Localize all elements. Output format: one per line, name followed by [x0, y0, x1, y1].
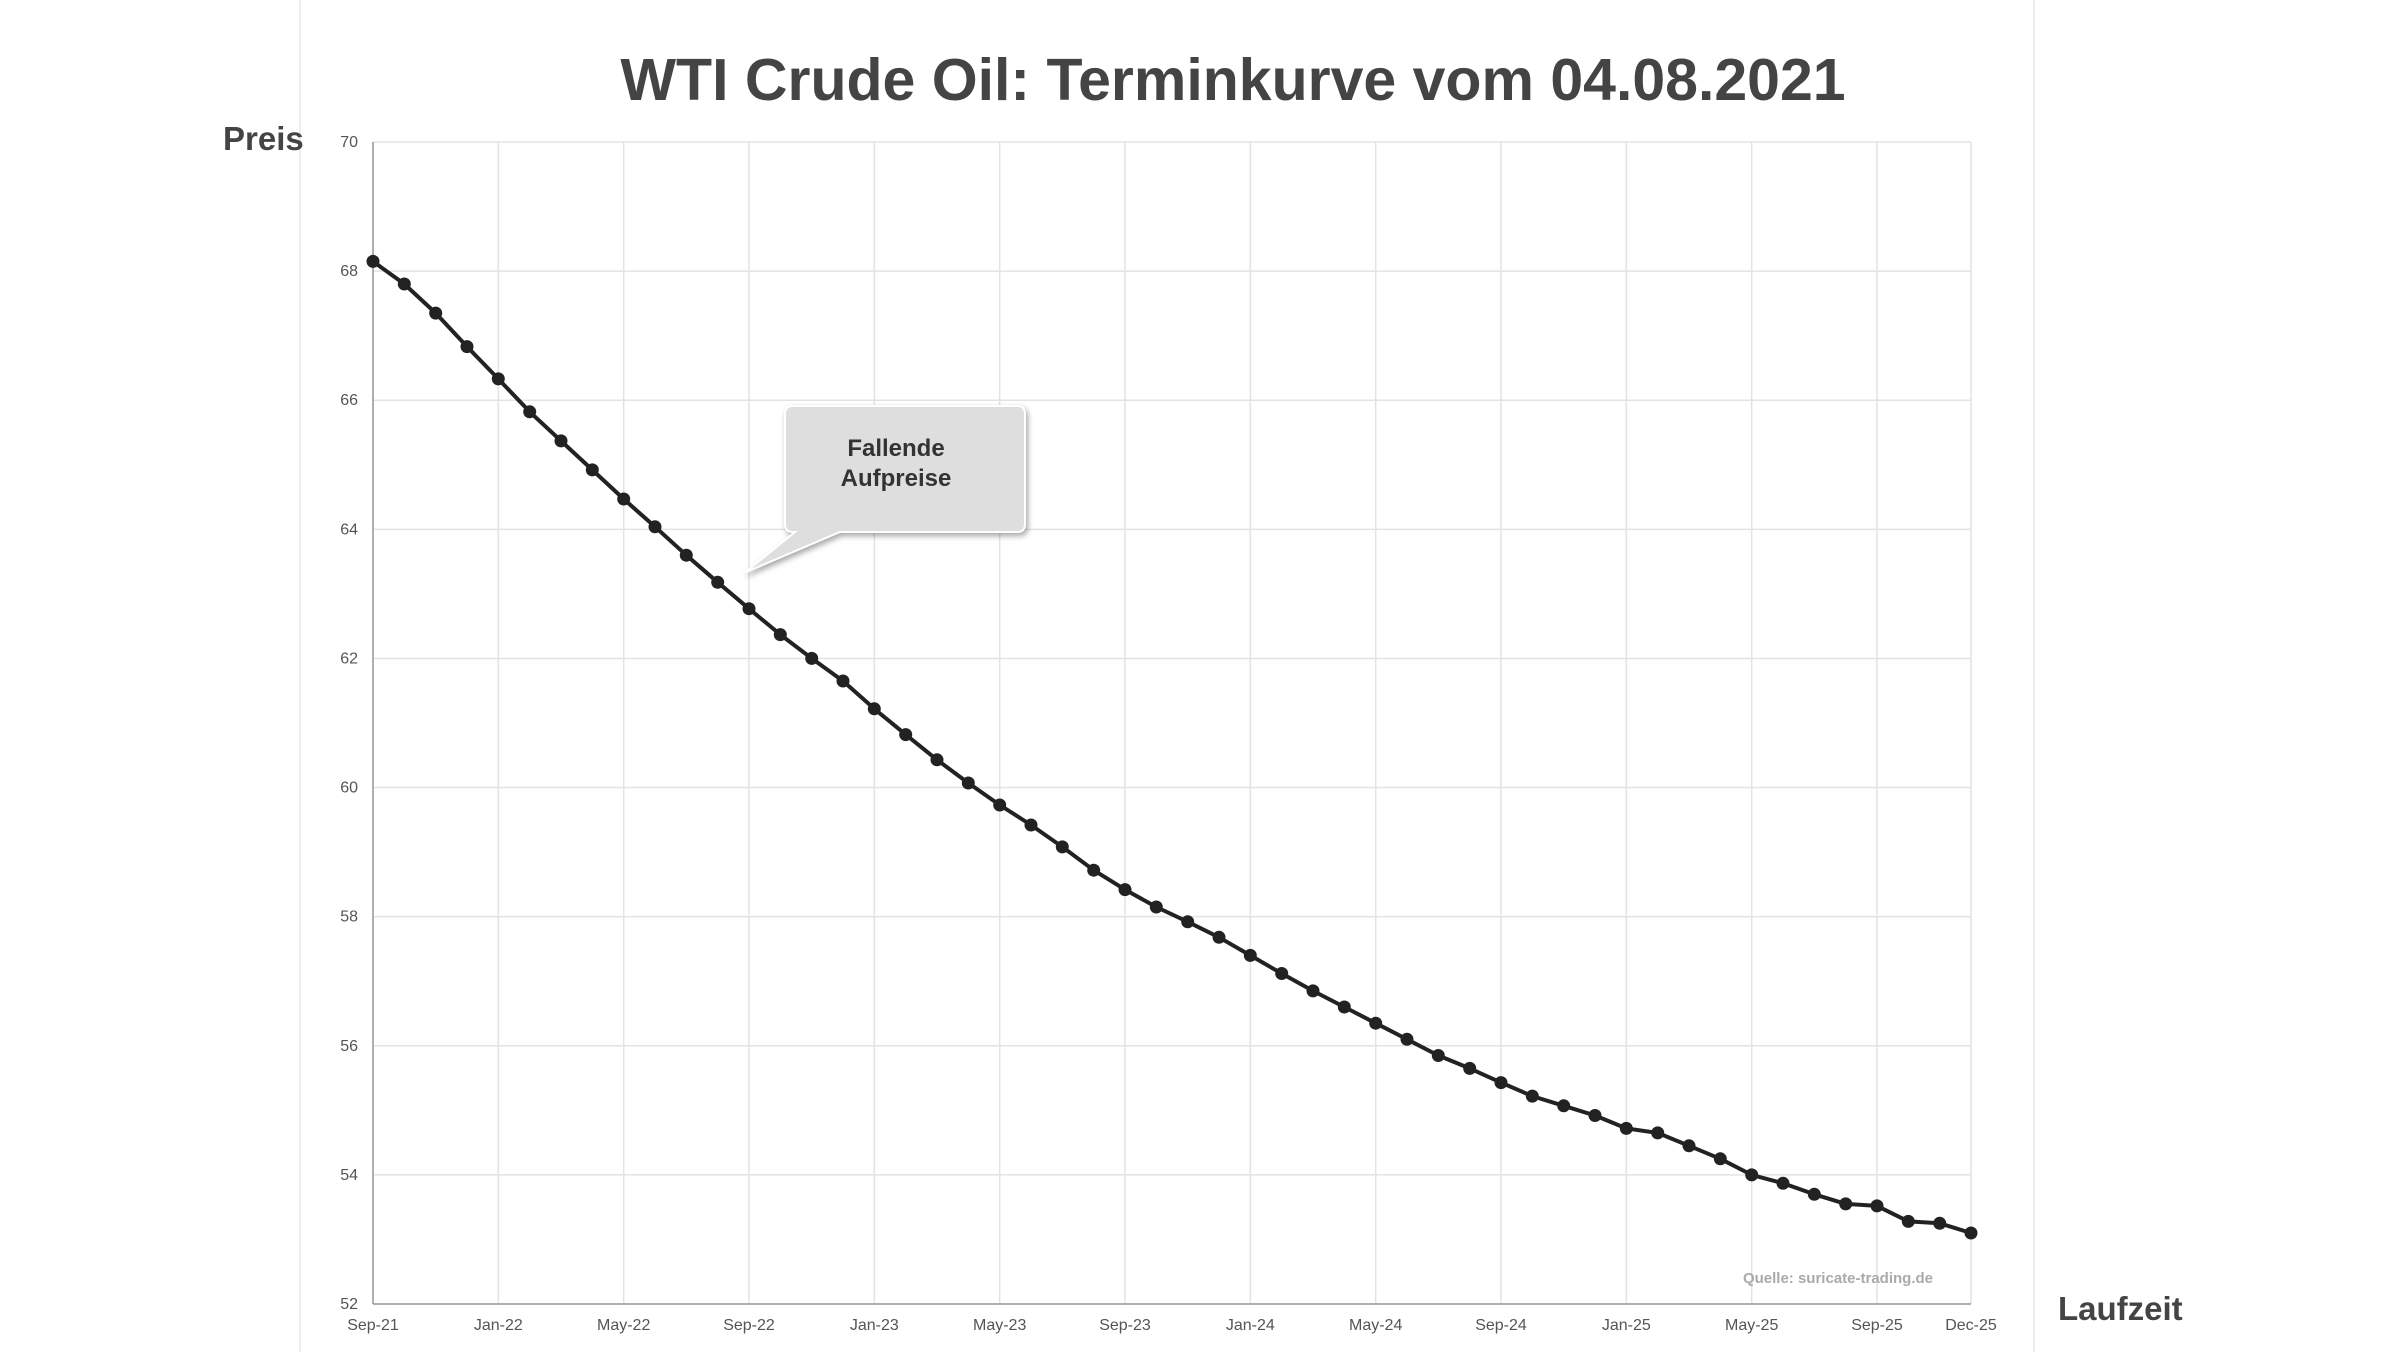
data-point: [1839, 1197, 1853, 1211]
data-point: [366, 254, 380, 268]
x-tick-label: May-22: [597, 1317, 650, 1334]
axes: 52 54 56 58 60 62 64 66 68 70 Sep-21 Jan-22 May-22 Se…: [340, 134, 1997, 1334]
data-point: [1024, 818, 1038, 832]
data-point: [1557, 1099, 1571, 1113]
data-point: [1055, 840, 1069, 854]
data-point: [429, 306, 443, 320]
series: [366, 254, 1978, 1240]
x-tick-label: Dec-25: [1945, 1317, 1997, 1334]
data-point: [711, 575, 725, 589]
data-point: [993, 798, 1007, 812]
data-point: [617, 492, 631, 506]
data-point: [742, 602, 756, 616]
data-point: [867, 702, 881, 716]
data-point: [1118, 883, 1132, 897]
data-point: [1087, 863, 1101, 877]
x-tick-label: Sep-21: [347, 1317, 399, 1334]
series-line: [371, 259, 1972, 1235]
data-point: [1870, 1199, 1884, 1213]
data-point: [460, 340, 474, 354]
y-tick-label: 52: [340, 1296, 358, 1313]
y-tick-label: 70: [340, 134, 358, 151]
x-tick-label: Jan-23: [850, 1317, 899, 1334]
x-tick-label: May-23: [973, 1317, 1026, 1334]
x-tick-label: Sep-22: [723, 1317, 775, 1334]
x-axis-title: Laufzeit: [2058, 1290, 2183, 1327]
data-point: [1337, 1000, 1351, 1014]
data-point: [1713, 1152, 1727, 1166]
y-tick-label: 54: [340, 1167, 358, 1184]
data-point: [1776, 1176, 1790, 1190]
data-point: [1588, 1109, 1602, 1122]
data-point: [491, 372, 505, 386]
data-point: [1275, 967, 1289, 980]
data-point: [523, 405, 537, 419]
x-tick-label: Jan-24: [1226, 1317, 1275, 1334]
data-point: [836, 674, 850, 688]
y-tick-label: 62: [340, 650, 358, 667]
data-point: [961, 776, 975, 790]
data-point: [1181, 915, 1195, 929]
data-point: [1525, 1089, 1539, 1103]
data-point: [648, 520, 662, 534]
callout-bubble: [744, 405, 1026, 574]
y-tick-label: 66: [340, 392, 358, 409]
data-point: [1463, 1061, 1477, 1075]
y-axis-title: Preis: [223, 120, 304, 157]
x-tick-label: May-25: [1725, 1317, 1778, 1334]
data-point: [1494, 1076, 1508, 1090]
data-point: [1400, 1032, 1414, 1046]
x-tick-label: Jan-22: [474, 1317, 523, 1334]
x-tick-label: Sep-23: [1099, 1317, 1151, 1334]
data-point: [1243, 948, 1257, 962]
x-tick-label: Sep-25: [1851, 1317, 1903, 1334]
source-note: Quelle: suricate-trading.de: [1743, 1270, 1933, 1287]
data-point: [1682, 1139, 1696, 1153]
x-tick-label: Jan-25: [1602, 1317, 1651, 1334]
data-point: [1745, 1168, 1759, 1182]
annotation-callout: Fallende Aufpreise: [744, 405, 1026, 574]
data-point: [1149, 900, 1163, 914]
data-point: [397, 277, 411, 291]
x-tick-label: May-24: [1349, 1317, 1402, 1334]
data-point: [805, 651, 819, 665]
data-point: [1964, 1226, 1978, 1240]
y-tick-label: 58: [340, 909, 358, 926]
grid: [372, 141, 1972, 1305]
data-point: [1651, 1126, 1665, 1140]
callout-text-line-2: Aufpreise: [841, 465, 952, 492]
data-point: [1212, 930, 1226, 944]
y-tick-label: 56: [340, 1038, 358, 1055]
x-tick-label: Sep-24: [1475, 1317, 1527, 1334]
data-point: [1306, 984, 1320, 998]
callout-text-line-1: Fallende: [847, 435, 944, 462]
data-point: [1807, 1187, 1821, 1201]
data-point: [585, 463, 599, 477]
data-point: [1619, 1121, 1633, 1135]
data-point: [1369, 1016, 1383, 1030]
y-tick-label: 68: [340, 263, 358, 280]
y-tick-label: 60: [340, 780, 358, 797]
data-point: [1431, 1049, 1445, 1062]
chart-title: WTI Crude Oil: Terminkurve vom 04.08.202…: [620, 47, 1845, 113]
data-point: [554, 434, 568, 448]
y-tick-label: 64: [340, 521, 358, 538]
data-point: [1933, 1216, 1947, 1230]
data-point: [899, 728, 913, 742]
data-point: [930, 753, 944, 767]
data-point: [773, 628, 787, 642]
data-point: [679, 548, 693, 562]
data-point: [1901, 1214, 1915, 1228]
